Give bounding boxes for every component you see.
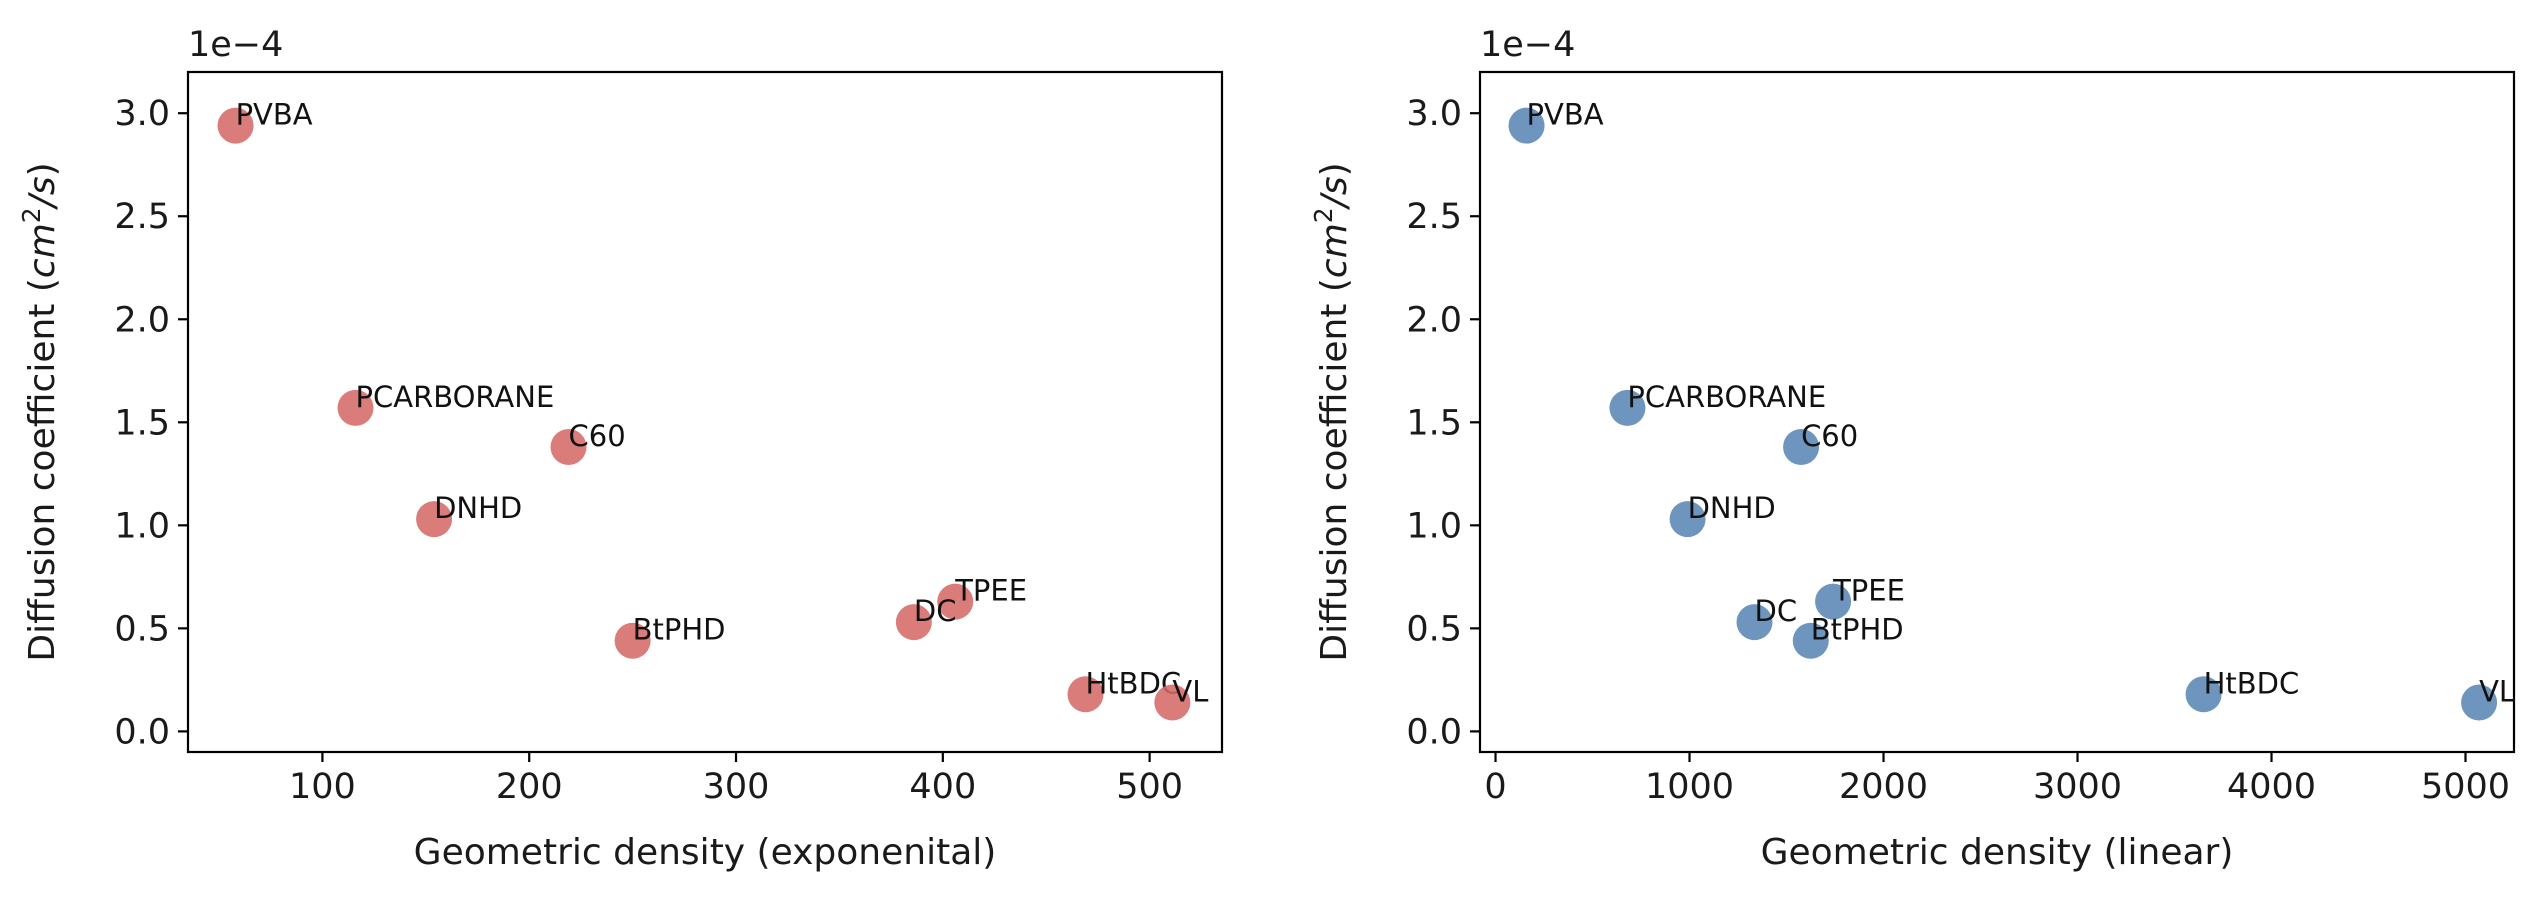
- point-label-dnhd: DNHD: [1688, 491, 1776, 525]
- data-point-dnhd: [416, 501, 453, 538]
- y-tick-label: 3.0: [114, 94, 170, 134]
- point-label-vl: VL: [2479, 675, 2515, 709]
- y-tick-label: 2.5: [114, 197, 170, 237]
- data-point-tpee: [1815, 583, 1852, 620]
- point-label-tpee: TPEE: [954, 574, 1027, 608]
- y-axis-label-ylabel-unit-exp: 2: [17, 207, 46, 223]
- y-axis-label-ylabel-unit-base: cm: [1314, 223, 1355, 278]
- y-axis-label-ylabel-unit-exp: 2: [1309, 207, 1338, 223]
- y-axis-label: Diffusion coefficient (cm2/s): [17, 162, 64, 661]
- x-tick-label: 5000: [2421, 767, 2510, 807]
- x-tick-label: 500: [1116, 767, 1183, 807]
- y-axis-label: Diffusion coefficient (cm2/s): [1309, 162, 1356, 661]
- point-label-pcarborane: PCARBORANE: [1627, 380, 1826, 414]
- data-point-dc: [895, 604, 932, 641]
- x-tick-label: 0: [1484, 767, 1506, 807]
- data-point-c60: [550, 429, 587, 466]
- point-label-btphd: BtPHD: [1811, 613, 1904, 647]
- x-axis-label: Geometric density (linear): [1761, 832, 2234, 873]
- y-tick-label: 0.0: [114, 712, 170, 752]
- y-tick-label: 2.0: [1406, 300, 1462, 340]
- x-tick-label: 1000: [1645, 767, 1734, 807]
- data-point-c60: [1783, 429, 1820, 466]
- y-tick-label: 1.5: [114, 403, 170, 443]
- y-tick-label: 2.5: [1406, 197, 1462, 237]
- x-axis-label: Geometric density (exponenital): [414, 832, 997, 873]
- y-tick-label: 1.0: [1406, 506, 1462, 546]
- data-point-vl: [1154, 684, 1191, 721]
- y-offset-label: 1e−4: [188, 25, 283, 65]
- data-point-pvba: [217, 107, 254, 144]
- x-tick-label: 2000: [1839, 767, 1928, 807]
- data-point-tpee: [937, 583, 974, 620]
- data-point-htbdc: [1067, 676, 1104, 713]
- data-point-vl: [2461, 684, 2498, 721]
- right-scatter-panel: 0 1000 2000 3000 4000 5000 0.0 0.5 1.0 1.5 2.0 2.5 3…: [1309, 25, 2516, 873]
- point-label-tpee: TPEE: [1832, 574, 1905, 608]
- y-axis-label-ylabel-suffix: ): [1314, 162, 1355, 176]
- data-point-btphd: [1792, 622, 1829, 659]
- y-tick-label: 2.0: [114, 300, 170, 340]
- point-label-vl: VL: [1172, 675, 1208, 709]
- point-label-dnhd: DNHD: [434, 491, 522, 525]
- x-tick-label: 100: [289, 767, 356, 807]
- axes-frame: [186, 70, 1224, 754]
- point-label-dc: DC: [914, 594, 957, 628]
- y-axis-label-ylabel-prefix: Diffusion coefficient (: [1314, 278, 1355, 662]
- x-tick-label: 3000: [2033, 767, 2122, 807]
- y-tick-label: 1.0: [114, 506, 170, 546]
- y-axis-label-ylabel-unit-base: cm: [22, 223, 63, 278]
- x-tick-label: 400: [909, 767, 976, 807]
- point-label-btphd: BtPHD: [633, 613, 726, 647]
- point-label-pvba: PVBA: [1527, 98, 1604, 132]
- data-point-pcarborane: [1609, 389, 1646, 426]
- x-tick-label: 4000: [2227, 767, 2316, 807]
- y-axis-label-ylabel-unit-tail: /s: [1314, 176, 1355, 210]
- point-label-htbdc: HtBDC: [2204, 666, 2300, 700]
- data-point-btphd: [614, 622, 651, 659]
- x-tick-label: 300: [703, 767, 770, 807]
- data-point-pcarborane: [337, 389, 374, 426]
- y-axis-label-ylabel-prefix: Diffusion coefficient (: [22, 278, 63, 662]
- data-point-dc: [1736, 604, 1773, 641]
- y-offset-label: 1e−4: [1480, 25, 1575, 65]
- point-label-pcarborane: PCARBORANE: [356, 380, 555, 414]
- data-point-htbdc: [2185, 676, 2222, 713]
- point-label-c60: C60: [1801, 419, 1858, 453]
- y-tick-label: 0.5: [114, 609, 170, 649]
- y-tick-label: 0.5: [1406, 609, 1462, 649]
- y-axis-label-ylabel-unit-tail: /s: [22, 176, 63, 210]
- y-tick-label: 0.0: [1406, 712, 1462, 752]
- axes-frame: [1478, 70, 2516, 754]
- y-axis-label-ylabel-suffix: ): [22, 162, 63, 176]
- point-label-c60: C60: [569, 419, 626, 453]
- data-point-dnhd: [1669, 501, 1706, 538]
- point-label-dc: DC: [1755, 594, 1798, 628]
- left-scatter-panel: 100 200 300 400 500 0.0 0.5 1.0 1.5 2.0 2.5 3.0 1e−4…: [17, 25, 1224, 873]
- x-tick-label: 200: [496, 767, 563, 807]
- y-tick-label: 3.0: [1406, 94, 1462, 134]
- data-point-pvba: [1508, 107, 1545, 144]
- y-tick-label: 1.5: [1406, 403, 1462, 443]
- point-label-pvba: PVBA: [236, 98, 313, 132]
